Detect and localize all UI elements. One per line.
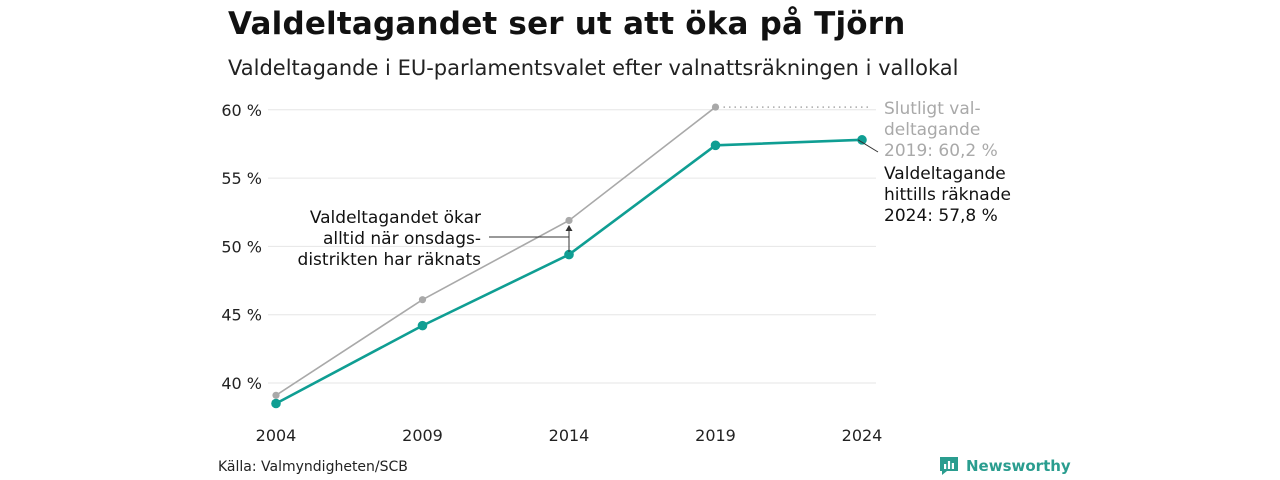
counted-series-label: hittills räknade (884, 185, 1011, 205)
x-tick-label: 2019 (695, 426, 736, 445)
series-line-final (275, 106, 716, 396)
x-tick-label: 2014 (549, 426, 590, 445)
data-point-counted (710, 140, 721, 151)
chart-subtitle: Valdeltagande i EU-parlamentsvalet efter… (228, 56, 959, 80)
annotation-note: Valdeltagandet ökar (310, 208, 481, 228)
y-tick-label: 40 % (221, 374, 262, 393)
final-series-label: deltagande (884, 120, 980, 140)
chart-title: Valdeltagandet ser ut att öka på Tjörn (228, 6, 906, 42)
final-series-label: Slutligt val- (884, 99, 981, 119)
y-tick-label: 55 % (221, 169, 262, 188)
brand-logo[interactable]: Newsworthy (938, 455, 1071, 477)
data-point-counted (564, 249, 574, 260)
final-series-label: 2019: 60,2 % (884, 141, 998, 161)
y-tick-label: 45 % (221, 306, 262, 325)
x-tick-label: 2004 (256, 426, 297, 445)
data-point-counted (271, 398, 281, 409)
annotation-arrowhead (565, 225, 573, 231)
data-point-final (418, 296, 427, 304)
x-tick-label: 2009 (402, 426, 443, 445)
data-point-final (565, 216, 573, 225)
data-point-final (272, 391, 280, 399)
source-note: Källa: Valmyndigheten/SCB (218, 459, 408, 475)
annotation-note: alltid när onsdags- (323, 229, 481, 249)
counted-series-label: 2024: 57,8 % (884, 206, 998, 226)
data-point-final (711, 103, 720, 111)
counted-leader-line (857, 139, 879, 153)
x-tick-label: 2024 (842, 426, 883, 445)
y-tick-label: 50 % (221, 237, 262, 256)
data-point-counted (417, 320, 428, 331)
counted-series-label: Valdeltagande (884, 164, 1006, 184)
bar-chart-icon (940, 457, 958, 475)
brand-name: Newsworthy (966, 457, 1071, 475)
series-line-counted (275, 138, 863, 405)
y-tick-label: 60 % (221, 101, 262, 120)
data-point-counted (857, 135, 867, 145)
annotation-note: distrikten har räknats (298, 250, 482, 270)
